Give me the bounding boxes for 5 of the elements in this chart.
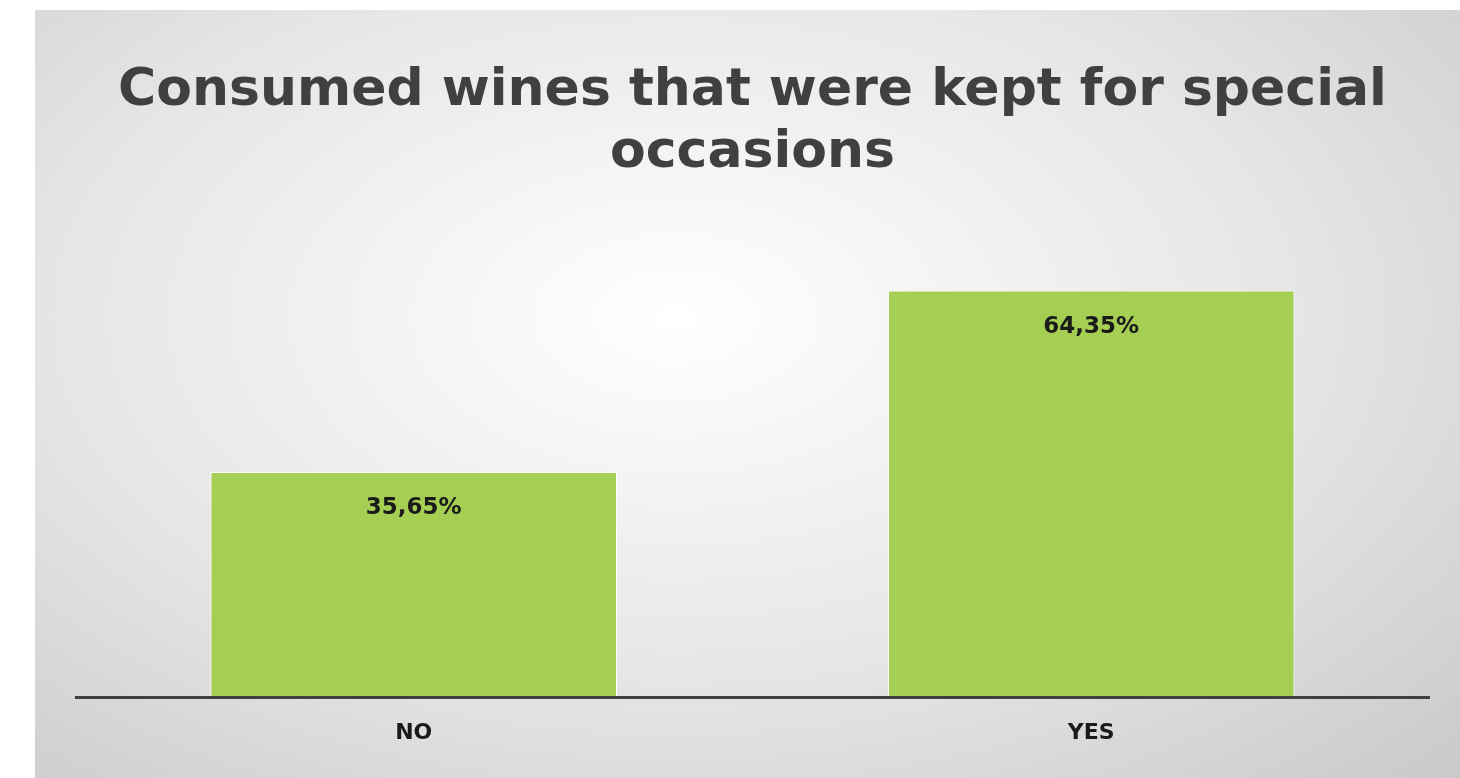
x-tick-label: YES <box>1066 718 1115 744</box>
x-tick-label: NO <box>395 718 433 744</box>
data-label: 64,35% <box>1043 311 1140 338</box>
chart-title: Consumed wines that were kept for special occasions <box>118 56 1387 180</box>
data-label: 35,65% <box>365 493 462 520</box>
